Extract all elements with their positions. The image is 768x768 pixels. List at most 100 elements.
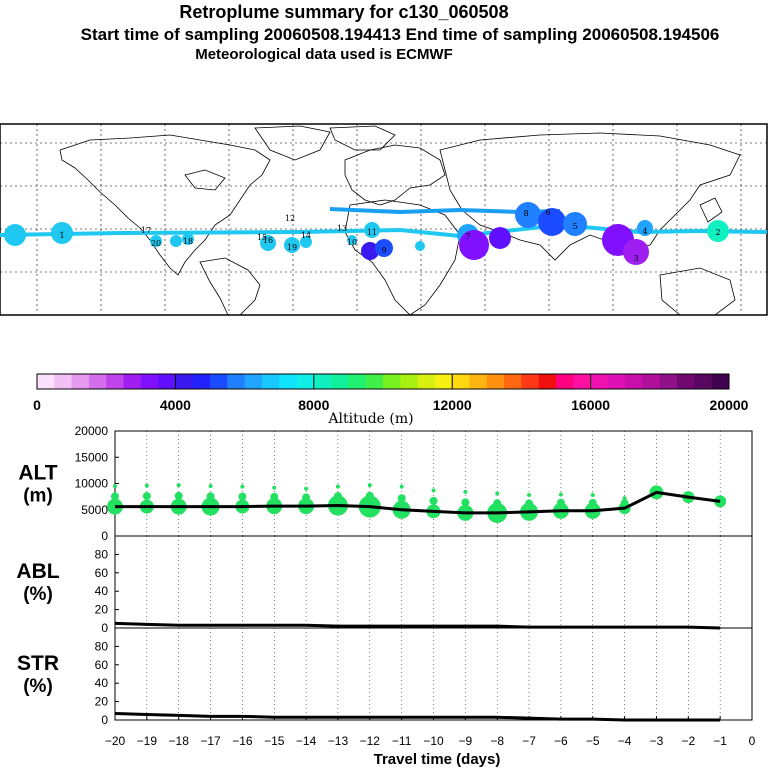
- x-tick-label: −7: [522, 734, 536, 748]
- sampling-times: Start time of sampling 20060508.194413 E…: [80, 25, 720, 44]
- alt-dot-high: [113, 484, 117, 489]
- colorbar-tick-label: 0: [33, 397, 41, 413]
- alt-dot-mid: [556, 498, 565, 507]
- alt-dot-mid: [142, 492, 151, 501]
- x-tick-label: −6: [554, 734, 568, 748]
- y-tick-label: 15000: [75, 450, 109, 464]
- track-label: 19: [287, 243, 297, 252]
- y-tick-label: 20: [95, 603, 109, 617]
- plume-markers: [4, 202, 729, 265]
- colorbar-cell: [625, 374, 643, 389]
- colorbar-cell: [694, 374, 713, 389]
- alt-dot-mid: [493, 499, 502, 508]
- y-tick-label: 80: [95, 547, 109, 561]
- colorbar-cell: [244, 374, 263, 389]
- x-tick-label: −17: [200, 734, 221, 748]
- plume-marker: [51, 222, 73, 244]
- colorbar-cell: [607, 374, 626, 389]
- track-label: 14: [301, 231, 311, 240]
- x-tick-label: −11: [392, 734, 412, 748]
- colorbar-cell: [348, 374, 367, 389]
- colorbar-cell: [192, 374, 211, 389]
- x-tick-label: −20: [105, 734, 126, 748]
- y-tick-label: 5000: [81, 503, 108, 517]
- alt-dot-mid: [302, 493, 311, 502]
- y-tick-label: 0: [101, 529, 108, 543]
- x-tick-label: −9: [459, 734, 473, 748]
- track-label: 7: [465, 232, 470, 241]
- alt-dot-mid: [238, 492, 247, 501]
- colorbar-cell: [175, 374, 194, 389]
- y-tick-label: 20000: [75, 424, 109, 438]
- series-line: [115, 490, 721, 515]
- track-label: 15: [257, 233, 267, 242]
- alt-dot-high: [495, 491, 500, 496]
- met-data-line: Meteorological data used is ECMWF: [195, 46, 453, 63]
- plume-marker: [623, 239, 649, 265]
- y-tick-label: 40: [95, 584, 109, 598]
- alt-dot-mid: [206, 492, 215, 501]
- chart-title: Retroplume summary for c130_060508: [179, 2, 509, 22]
- colorbar-cell: [140, 374, 159, 389]
- x-tick-label: −2: [681, 734, 695, 748]
- x-tick-label: −19: [137, 734, 158, 748]
- alt-dot-high: [208, 484, 213, 489]
- colorbar-cell: [590, 374, 609, 389]
- plume-marker: [364, 222, 380, 238]
- altitude-colorbar: 0 4000 8000 12000 16000 20000 Altitude (m): [33, 373, 749, 427]
- panel-frame: [114, 627, 753, 721]
- alt-dot-high: [304, 486, 309, 491]
- colorbar-cell: [210, 374, 228, 389]
- plume-marker: [489, 227, 511, 249]
- alt-dot-mid: [111, 492, 119, 501]
- panel-unit: (%): [23, 676, 53, 697]
- alt-dot-mid: [620, 499, 629, 508]
- panel-alt: 0 5000 10000 15000 20000 ALT(m): [18, 424, 753, 543]
- y-tick-label: 0: [101, 621, 108, 635]
- track-label: 1: [59, 231, 64, 240]
- plume-marker: [284, 237, 300, 253]
- plume-marker: [415, 241, 425, 251]
- alt-dot-high: [527, 493, 532, 498]
- track-label: 6: [545, 208, 550, 217]
- x-tick-label: −5: [586, 734, 600, 748]
- alt-dot-mid: [270, 492, 279, 501]
- colorbar-cell: [400, 374, 419, 389]
- x-tick-label: −3: [650, 734, 664, 748]
- panel-str: 0 20 40 60 80 STR(%): [17, 627, 753, 727]
- plume-marker: [347, 235, 357, 245]
- plume-marker: [637, 220, 653, 236]
- colorbar-cell: [434, 374, 453, 389]
- plume-marker: [300, 236, 312, 248]
- colorbar-cell: [106, 374, 124, 389]
- x-tick-label: −12: [360, 734, 381, 748]
- x-tick-label: 0: [749, 734, 756, 748]
- colorbar-cell: [573, 374, 592, 389]
- alt-dot-mid: [429, 496, 438, 505]
- y-tick-label: 60: [95, 658, 109, 672]
- colorbar-tick-label: 16000: [571, 397, 610, 413]
- track-label: 3: [633, 254, 638, 263]
- colorbar-title: Altitude (m): [327, 411, 413, 427]
- x-tick-label: −13: [328, 734, 349, 748]
- colorbar-cell: [71, 374, 90, 389]
- alt-dot-high: [590, 493, 595, 498]
- x-tick-label: −14: [296, 734, 317, 748]
- x-tick-label: −10: [423, 734, 444, 748]
- colorbar-cell: [331, 374, 349, 389]
- track-label: 2: [715, 228, 720, 237]
- track-label: 12: [285, 214, 295, 223]
- plume-marker: [361, 242, 379, 260]
- y-tick-label: 10000: [75, 477, 109, 491]
- y-tick-label: 60: [95, 566, 109, 580]
- colorbar-cell: [469, 374, 488, 389]
- x-axis-label: Travel time (days): [374, 751, 501, 768]
- colorbar-cell: [261, 374, 280, 389]
- track-label: 13: [337, 224, 347, 233]
- colorbar-cell: [659, 374, 678, 389]
- plume-marker: [707, 220, 729, 242]
- plume-marker: [260, 235, 276, 251]
- alt-dot-high: [367, 483, 372, 488]
